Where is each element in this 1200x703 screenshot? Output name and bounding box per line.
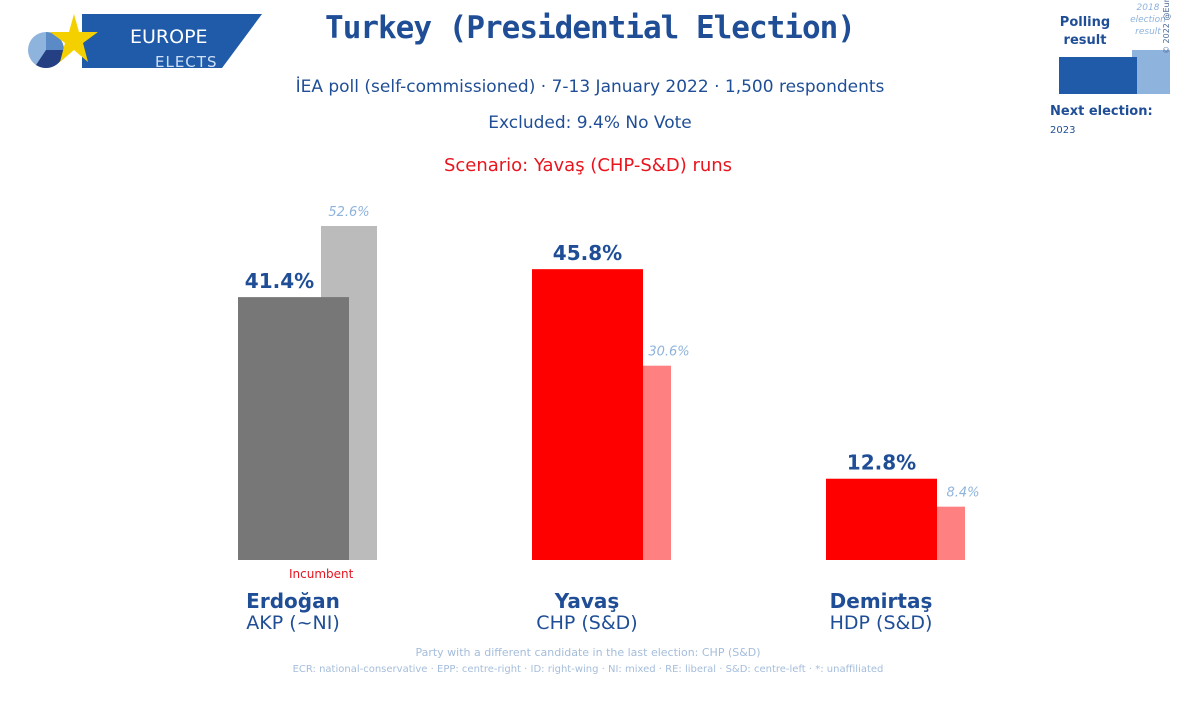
logo-graphic [28,14,262,69]
incumbent-label: Incumbent [289,567,354,581]
copyright-note: © 2022 @EuropeElects [1162,0,1171,54]
candidate-name-erdogan: Erdoğan [246,589,340,613]
footnote-groups: ECR: national-conservative · EPP: centre… [292,664,884,675]
footnote-party-change: Party with a different candidate in the … [415,646,761,659]
value-label-poll-yavas: 45.8% [553,241,622,265]
next-election-label: Next election: [1050,104,1153,119]
legend-polling-label: Polling result [1059,15,1111,48]
logo-text-europe: EUROPE [130,26,208,48]
party-label-hdp: HDP (S&D) [829,612,933,634]
legend-previous-swatch [1132,50,1170,94]
party-label-akp: AKP (~NI) [246,612,340,634]
bar-2018-demirtas [937,506,965,560]
value-label-2018-demirtas: 8.4% [946,486,979,501]
value-label-2018-erdogan: 52.6% [328,205,369,220]
value-label-poll-demirtas: 12.8% [847,451,916,475]
bar-poll-demirtas [826,478,937,560]
bar-2018-yavas [643,365,671,560]
value-label-2018-yavas: 30.6% [648,345,689,360]
bar-chart: 41.4% 52.6% 45.8% 30.6% 12.8% 8.4% [238,205,980,561]
logo-text-elects: ELECTS [155,53,218,71]
bar-poll-erdogan [238,297,349,560]
bar-poll-yavas [532,269,643,560]
candidate-name-demirtas: Demirtaş [829,589,933,613]
party-label-chp: CHP (S&D) [536,612,638,634]
legend-polling-swatch [1059,57,1137,94]
value-label-poll-erdogan: 41.4% [245,269,314,293]
excluded-note: Excluded: 9.4% No Vote [488,113,692,133]
legend-previous-label: 2018 election result [1130,3,1166,37]
legend: Polling result 2018 election result © 20… [1040,0,1200,150]
chart-title: Turkey (Presidential Election) [325,10,856,46]
scenario-note: Scenario: Yavaş (CHP-S&D) runs [443,155,733,176]
europe-elects-logo: EUROPE ELECTS [22,12,262,71]
next-election-year: 2023 [1050,125,1076,136]
candidate-name-yavas: Yavaş [554,589,620,613]
poll-subtitle: İEA poll (self-commissioned) · 7-13 Janu… [295,77,885,97]
